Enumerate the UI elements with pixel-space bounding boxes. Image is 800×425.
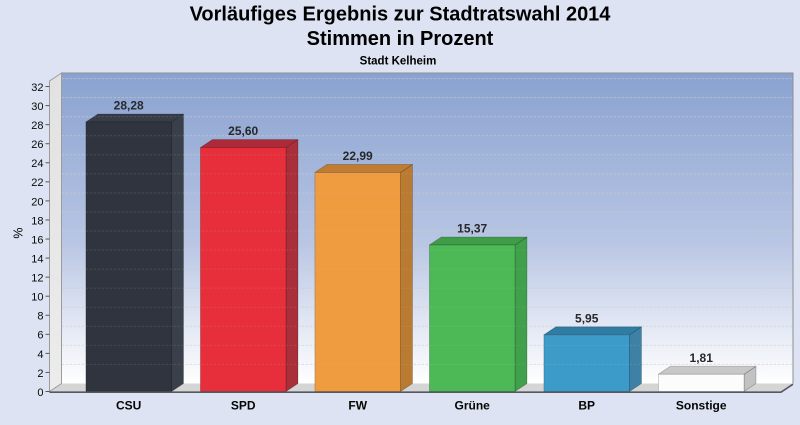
- svg-text:Sonstige: Sonstige: [676, 399, 727, 413]
- svg-text:28,28: 28,28: [114, 98, 144, 112]
- svg-text:24: 24: [31, 158, 43, 170]
- svg-text:2: 2: [37, 368, 43, 380]
- svg-text:6: 6: [37, 330, 43, 342]
- svg-text:Stimmen in Prozent: Stimmen in Prozent: [307, 28, 494, 50]
- svg-text:16: 16: [31, 234, 43, 246]
- svg-text:15,37: 15,37: [457, 222, 487, 236]
- svg-text:%: %: [12, 227, 26, 238]
- svg-text:22: 22: [31, 177, 43, 189]
- svg-text:26: 26: [31, 139, 43, 151]
- svg-text:20: 20: [31, 196, 43, 208]
- svg-text:Grüne: Grüne: [455, 399, 491, 413]
- svg-text:25,60: 25,60: [228, 124, 258, 138]
- svg-text:CSU: CSU: [116, 399, 141, 413]
- svg-text:30: 30: [31, 101, 43, 113]
- svg-text:8: 8: [37, 311, 43, 323]
- svg-text:4: 4: [37, 349, 43, 361]
- svg-text:5,95: 5,95: [575, 311, 599, 325]
- svg-text:BP: BP: [578, 399, 595, 413]
- svg-text:14: 14: [31, 253, 43, 265]
- svg-text:10: 10: [31, 292, 43, 304]
- svg-text:18: 18: [31, 215, 43, 227]
- svg-text:Vorläufiges Ergebnis zur Stadt: Vorläufiges Ergebnis zur Stadtratswahl 2…: [190, 4, 612, 26]
- svg-text:22,99: 22,99: [343, 149, 373, 163]
- svg-text:1,81: 1,81: [690, 351, 714, 365]
- svg-text:28: 28: [31, 120, 43, 132]
- svg-text:32: 32: [31, 82, 43, 94]
- svg-text:SPD: SPD: [231, 399, 256, 413]
- svg-text:FW: FW: [348, 399, 367, 413]
- svg-text:Stadt Kelheim: Stadt Kelheim: [360, 55, 437, 67]
- svg-text:0: 0: [37, 387, 43, 399]
- svg-text:12: 12: [31, 273, 43, 285]
